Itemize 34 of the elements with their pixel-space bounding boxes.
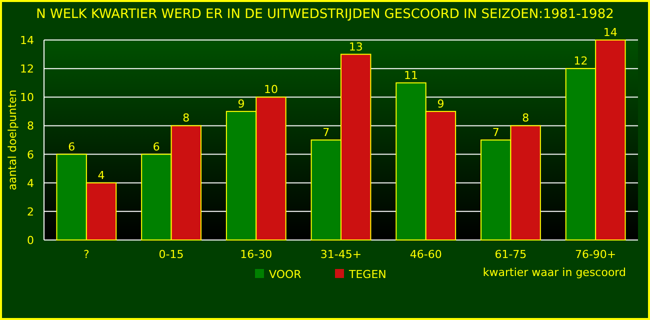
x-tick-label: 31-45+ <box>320 248 362 261</box>
data-label: 4 <box>98 168 105 182</box>
x-tick-label: 46-60 <box>410 248 442 261</box>
x-tick-label: 16-30 <box>240 248 272 261</box>
data-label: 9 <box>437 97 444 110</box>
y-tick-label: 14 <box>20 34 34 47</box>
y-tick-label: 12 <box>20 62 34 76</box>
y-tick-label: 2 <box>27 205 34 218</box>
data-label: 11 <box>404 68 418 82</box>
x-tick-label: 0-15 <box>158 248 184 261</box>
data-label: 8 <box>182 112 190 125</box>
data-label: 9 <box>238 97 245 110</box>
data-label: 8 <box>522 112 530 125</box>
legend-label: VOOR <box>269 268 302 281</box>
data-label: 10 <box>264 83 278 96</box>
y-tick-label: 10 <box>20 91 34 104</box>
y-tick-label: 6 <box>27 148 34 162</box>
data-label: 7 <box>322 126 330 139</box>
y-tick-label: 8 <box>27 120 34 133</box>
y-axis-title: aantal doelpunten <box>6 90 19 190</box>
data-label: 13 <box>348 40 363 54</box>
x-axis-title: kwartier waar in gescoord <box>482 266 626 279</box>
data-label: 6 <box>68 140 76 154</box>
x-tick-label: ? <box>84 248 90 261</box>
data-label: 7 <box>492 126 500 139</box>
chart-title: N WELK KWARTIER WERD ER IN DE UITWEDSTRIJDEN GESCOORD IN SEIZOEN:1981-1982 <box>36 7 614 22</box>
x-tick-label: 76-90+ <box>574 248 616 261</box>
data-label: 14 <box>603 26 618 39</box>
text: TEGEN <box>348 268 386 281</box>
y-tick-label: 0 <box>27 234 34 247</box>
y-tick-label: 4 <box>27 176 34 190</box>
x-tick-label: 61-75 <box>494 248 527 261</box>
data-label: 12 <box>574 54 588 68</box>
data-label: 6 <box>152 140 160 154</box>
